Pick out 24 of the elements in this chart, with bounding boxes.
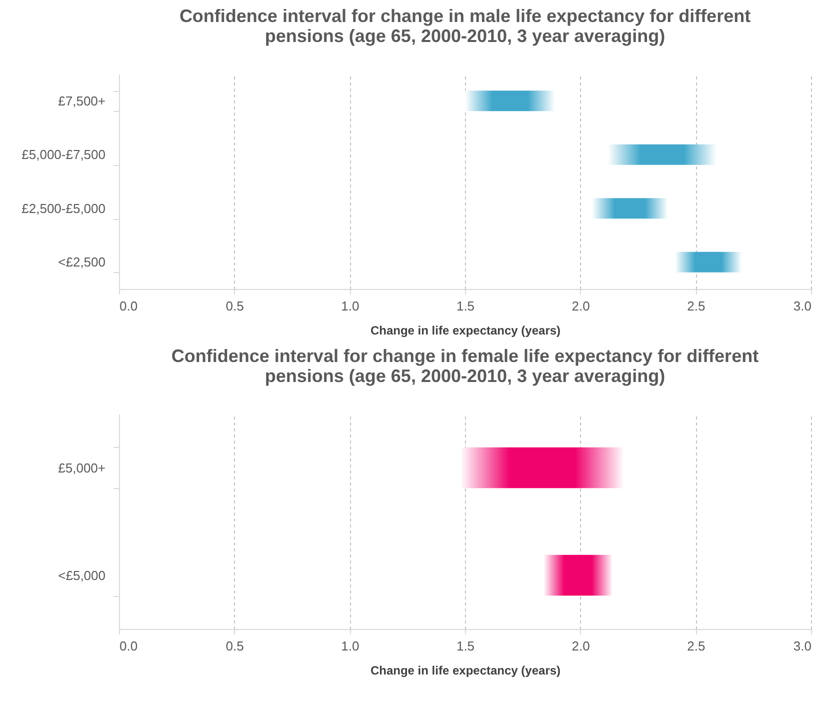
x-tick-label: 1.5 xyxy=(456,298,475,314)
x-tick-label: 2.5 xyxy=(687,298,706,314)
x-tick-label: 3.0 xyxy=(793,638,812,654)
y-tick-label: £5,000+ xyxy=(58,460,106,476)
x-tick-label: 0.0 xyxy=(120,638,138,654)
x-tick-label: 1.5 xyxy=(456,638,475,654)
chart-title: Confidence interval for change in female life expectancy for different pensions (age 65, 2000-2010, 3 year averaging) xyxy=(171,346,759,386)
x-tick-label: 1.0 xyxy=(341,638,360,654)
x-axis-title: Change in life expectancy (years) xyxy=(370,664,561,678)
x-tick-label: 0.5 xyxy=(226,298,244,314)
x-tick-label: 2.5 xyxy=(687,638,706,654)
x-tick-label: 2.0 xyxy=(572,298,590,314)
y-tick-label: <£2,500 xyxy=(58,254,106,270)
y-tick-label: £5,000-£7,500 xyxy=(22,147,106,162)
x-tick-label: 0.0 xyxy=(120,298,138,314)
y-tick-label: <£5,000 xyxy=(58,568,106,583)
y-tick-label: £7,500+ xyxy=(58,93,106,108)
y-tick-label: £2,500-£5,000 xyxy=(22,200,106,216)
chart-title: Confidence interval for change in male life expectancy for different pensions (age 65, 2000-2010, 3 year averaging) xyxy=(179,6,751,46)
x-tick-label: 1.0 xyxy=(341,298,360,314)
x-axis-title: Change in life expectancy (years) xyxy=(370,324,561,338)
x-tick-label: 0.5 xyxy=(226,638,244,654)
x-tick-label: 2.0 xyxy=(572,638,590,654)
x-tick-label: 3.0 xyxy=(793,298,812,314)
